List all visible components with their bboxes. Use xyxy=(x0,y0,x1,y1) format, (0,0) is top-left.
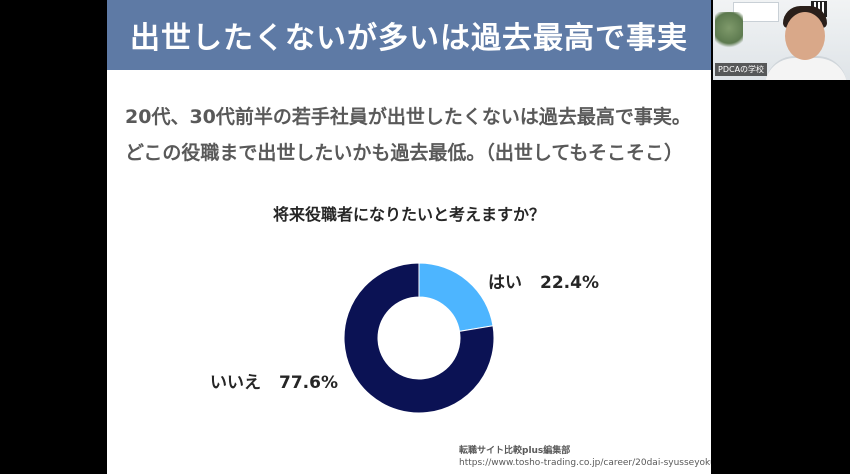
slice-value-no: 77.6% xyxy=(279,373,338,393)
slice-value-yes: 22.4% xyxy=(540,273,599,293)
donut-chart xyxy=(343,262,495,414)
webcam-overlay-label: PDCAの学校 xyxy=(715,63,768,76)
slide-title: 出世したくないが多いは過去最高で事実 xyxy=(130,21,688,56)
slice-label-no: いいえ 77.6% xyxy=(210,368,338,393)
webcam-feed: PDCAの学校 xyxy=(713,0,850,80)
donut-slice-yes xyxy=(418,262,494,332)
presenter-body xyxy=(765,56,847,80)
lead-text-line-2: どこの役職まで出世したいかも過去最低。（出世してもそこそこ） xyxy=(125,142,684,164)
slice-label-yes: はい 22.4% xyxy=(488,268,599,293)
source-citation: 転職サイト比較plus編集部 https://www.tosho-trading… xyxy=(459,445,711,469)
source-url: https://www.tosho-trading.co.jp/career/2… xyxy=(459,458,711,468)
slide-title-bar: 出世したくないが多いは過去最高で事実 xyxy=(107,0,711,70)
slice-label-no-text: いいえ xyxy=(210,373,261,393)
presenter-face xyxy=(785,12,825,60)
slice-label-yes-text: はい xyxy=(488,273,522,293)
donut-slice-no xyxy=(343,262,495,414)
source-name: 転職サイト比較plus編集部 xyxy=(459,446,571,456)
chart-title: 将来役職者になりたいと考えますか？ xyxy=(272,205,545,224)
lead-text-line-1: 20代、30代前半の若手社員が出世したくないは過去最高で事実。 xyxy=(125,106,691,128)
plant-image xyxy=(715,12,743,52)
presentation-slide: 出世したくないが多いは過去最高で事実 20代、30代前半の若手社員が出世したくな… xyxy=(107,0,711,474)
